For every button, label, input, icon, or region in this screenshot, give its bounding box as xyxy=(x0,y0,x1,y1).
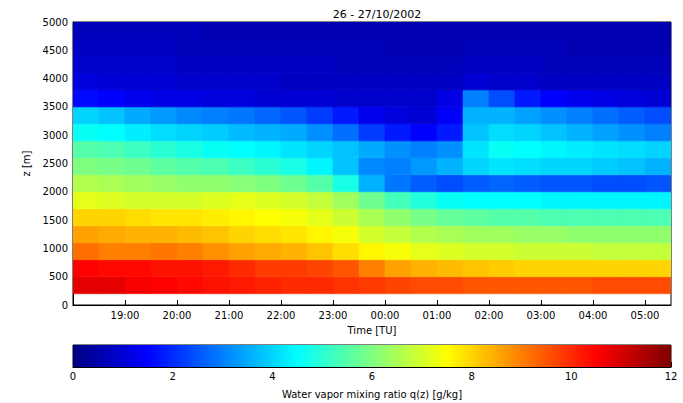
svg-text:26 - 27/10/2002: 26 - 27/10/2002 xyxy=(333,8,421,21)
svg-text:23:00: 23:00 xyxy=(319,310,348,321)
svg-text:2000: 2000 xyxy=(43,186,68,197)
svg-text:03:00: 03:00 xyxy=(527,310,556,321)
svg-text:z [m]: z [m] xyxy=(21,150,32,176)
svg-text:21:00: 21:00 xyxy=(215,310,244,321)
svg-text:500: 500 xyxy=(49,271,68,282)
svg-text:2: 2 xyxy=(169,371,175,382)
svg-text:4000: 4000 xyxy=(43,73,68,84)
svg-text:4500: 4500 xyxy=(43,45,68,56)
svg-text:19:00: 19:00 xyxy=(111,310,140,321)
svg-text:5000: 5000 xyxy=(43,17,68,28)
svg-text:02:00: 02:00 xyxy=(475,310,504,321)
svg-text:20:00: 20:00 xyxy=(163,310,192,321)
svg-text:Time [TU]: Time [TU] xyxy=(347,325,397,336)
svg-text:12: 12 xyxy=(665,371,678,382)
svg-text:10: 10 xyxy=(565,371,578,382)
svg-text:6: 6 xyxy=(369,371,375,382)
svg-text:04:00: 04:00 xyxy=(579,310,608,321)
svg-text:0: 0 xyxy=(70,371,76,382)
svg-text:3500: 3500 xyxy=(43,101,68,112)
svg-text:2500: 2500 xyxy=(43,158,68,169)
svg-text:22:00: 22:00 xyxy=(267,310,296,321)
svg-text:01:00: 01:00 xyxy=(423,310,452,321)
svg-text:8: 8 xyxy=(468,371,474,382)
svg-text:1500: 1500 xyxy=(43,215,68,226)
svg-text:4: 4 xyxy=(269,371,275,382)
svg-text:0: 0 xyxy=(62,300,68,311)
svg-text:3000: 3000 xyxy=(43,130,68,141)
svg-text:00:00: 00:00 xyxy=(371,310,400,321)
svg-text:1000: 1000 xyxy=(43,243,68,254)
svg-text:05:00: 05:00 xyxy=(631,310,660,321)
svg-text:Water vapor mixing ratio q(z): Water vapor mixing ratio q(z) [g/kg] xyxy=(282,389,462,400)
